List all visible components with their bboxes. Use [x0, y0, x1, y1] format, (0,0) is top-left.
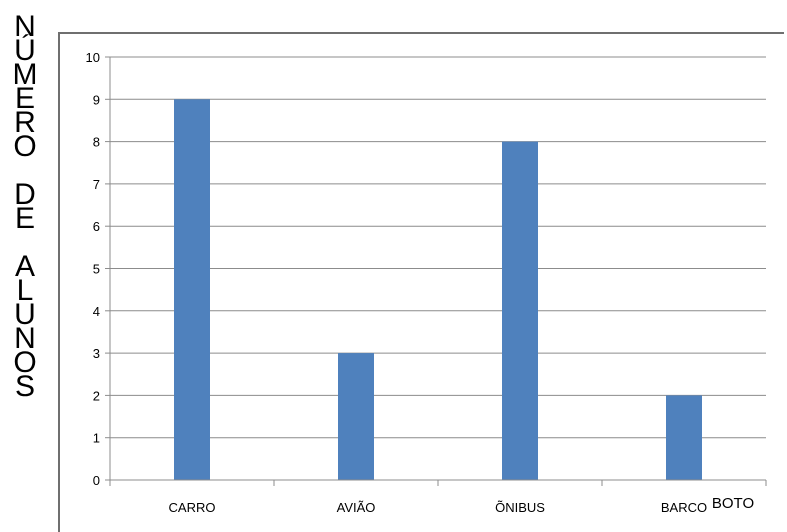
y-tick-label: 9: [93, 92, 100, 107]
y-axis-title-char: N: [14, 322, 36, 355]
y-tick-label: 3: [93, 346, 100, 361]
y-axis-title-char: O: [13, 130, 37, 163]
bar-õnibus: [502, 141, 538, 480]
bar-avião: [338, 353, 374, 480]
bar-barco: [666, 395, 702, 480]
x-category-label: CARRO: [169, 500, 216, 515]
y-tick-label: 0: [93, 473, 100, 488]
y-axis-title-char: M: [12, 58, 38, 91]
y-tick-label: 4: [93, 304, 100, 319]
y-axis-title-char: L: [16, 274, 34, 307]
y-axis-title-char: E: [14, 202, 35, 235]
y-axis-title-char: Ú: [14, 34, 36, 67]
x-category-label: BARCO: [661, 500, 707, 515]
y-tick-label: 1: [93, 431, 100, 446]
y-tick-label: 7: [93, 177, 100, 192]
x-category-label: AVIÃO: [337, 500, 376, 515]
y-tick-label: 8: [93, 135, 100, 150]
y-axis-title-char: S: [14, 370, 35, 403]
y-axis-title-char: N: [14, 10, 36, 43]
y-tick-label: 6: [93, 219, 100, 234]
bar-carro: [174, 99, 210, 481]
y-tick-label: 10: [86, 50, 100, 65]
y-axis-title-char: U: [14, 298, 36, 331]
y-tick-label: 5: [93, 262, 100, 277]
y-axis-title-char: E: [14, 82, 35, 115]
y-axis-title-char: D: [14, 178, 36, 211]
y-axis-title-char: O: [13, 346, 37, 379]
y-tick-label: 2: [93, 388, 100, 403]
y-axis-title-char: A: [14, 250, 35, 283]
y-axis-title-char: R: [14, 106, 36, 139]
annotation-label: BOTO: [712, 495, 754, 512]
x-category-label: ÕNIBUS: [495, 500, 545, 515]
